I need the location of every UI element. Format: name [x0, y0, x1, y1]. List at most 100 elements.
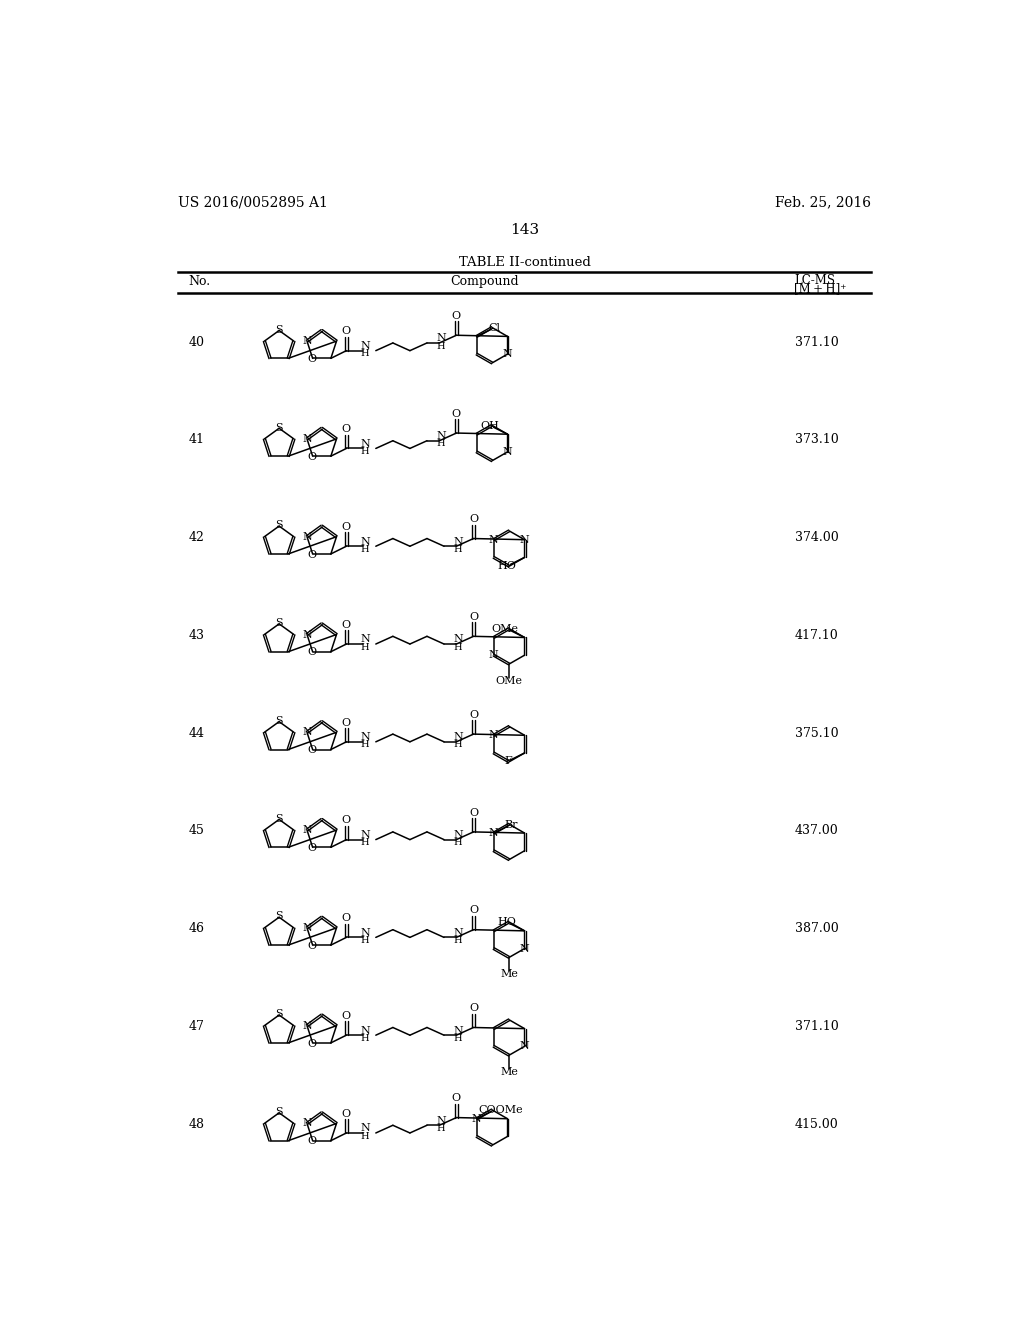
Text: N: N: [303, 825, 312, 836]
Text: Br: Br: [505, 820, 518, 829]
Text: O: O: [469, 612, 478, 622]
Text: O: O: [342, 326, 351, 337]
Text: H: H: [454, 1034, 462, 1043]
Text: N: N: [360, 928, 370, 937]
Text: 143: 143: [510, 223, 540, 238]
Text: N: N: [360, 341, 370, 351]
Text: O: O: [307, 549, 316, 560]
Text: N: N: [436, 334, 445, 343]
Text: N: N: [453, 1026, 463, 1036]
Text: H: H: [454, 838, 462, 847]
Text: 415.00: 415.00: [795, 1118, 839, 1131]
Text: N: N: [303, 630, 312, 639]
Text: O: O: [452, 1093, 461, 1104]
Text: N: N: [519, 1041, 529, 1051]
Text: 417.10: 417.10: [795, 628, 839, 642]
Text: N: N: [503, 447, 512, 457]
Text: N: N: [488, 730, 499, 741]
Text: H: H: [360, 1034, 370, 1043]
Text: HO: HO: [498, 917, 516, 928]
Text: OMe: OMe: [496, 676, 522, 686]
Text: H: H: [454, 643, 462, 652]
Text: OH: OH: [480, 421, 499, 430]
Text: N: N: [303, 1020, 312, 1031]
Text: O: O: [307, 941, 316, 950]
Text: N: N: [519, 535, 529, 545]
Text: N: N: [453, 830, 463, 840]
Text: H: H: [360, 1131, 370, 1140]
Text: O: O: [342, 913, 351, 923]
Text: H: H: [360, 936, 370, 945]
Text: N: N: [303, 532, 312, 541]
Text: 43: 43: [188, 628, 205, 642]
Text: No.: No.: [188, 276, 211, 289]
Text: N: N: [453, 635, 463, 644]
Text: N: N: [503, 348, 512, 359]
Text: Me: Me: [500, 1067, 518, 1077]
Text: OMe: OMe: [492, 624, 518, 634]
Text: S: S: [275, 912, 283, 921]
Text: Compound: Compound: [451, 276, 519, 289]
Text: N: N: [488, 535, 499, 545]
Text: H: H: [360, 545, 370, 554]
Text: N: N: [303, 1118, 312, 1129]
Text: O: O: [307, 648, 316, 657]
Text: O: O: [469, 906, 478, 916]
Text: 371.10: 371.10: [795, 335, 839, 348]
Text: H: H: [454, 741, 462, 750]
Text: N: N: [303, 434, 312, 444]
Text: N: N: [453, 733, 463, 742]
Text: O: O: [469, 1003, 478, 1014]
Text: H: H: [360, 447, 370, 455]
Text: H: H: [436, 342, 445, 351]
Text: H: H: [454, 545, 462, 554]
Text: 375.10: 375.10: [795, 727, 838, 739]
Text: S: S: [275, 618, 283, 628]
Text: S: S: [275, 422, 283, 433]
Text: O: O: [469, 515, 478, 524]
Text: S: S: [275, 813, 283, 824]
Text: N: N: [436, 432, 445, 441]
Text: H: H: [454, 936, 462, 945]
Text: O: O: [469, 710, 478, 719]
Text: Feb. 25, 2016: Feb. 25, 2016: [775, 195, 871, 210]
Text: N: N: [360, 1123, 370, 1134]
Text: O: O: [452, 312, 461, 321]
Text: 371.10: 371.10: [795, 1020, 839, 1034]
Text: H: H: [360, 643, 370, 652]
Text: 387.00: 387.00: [795, 923, 839, 936]
Text: N: N: [303, 337, 312, 346]
Text: 40: 40: [188, 335, 205, 348]
Text: O: O: [307, 843, 316, 853]
Text: 437.00: 437.00: [795, 825, 839, 837]
Text: N: N: [519, 944, 529, 953]
Text: 48: 48: [188, 1118, 205, 1131]
Text: Me: Me: [500, 969, 518, 979]
Text: N: N: [360, 733, 370, 742]
Text: F: F: [505, 756, 513, 767]
Text: O: O: [342, 424, 351, 434]
Text: O: O: [342, 521, 351, 532]
Text: Cl: Cl: [488, 323, 501, 333]
Text: TABLE II-continued: TABLE II-continued: [459, 256, 591, 269]
Text: 45: 45: [188, 825, 205, 837]
Text: LC-MS: LC-MS: [795, 275, 836, 286]
Text: S: S: [275, 1107, 283, 1117]
Text: O: O: [342, 1109, 351, 1119]
Text: N: N: [453, 928, 463, 937]
Text: 46: 46: [188, 923, 205, 936]
Text: O: O: [342, 620, 351, 630]
Text: N: N: [360, 635, 370, 644]
Text: 44: 44: [188, 727, 205, 739]
Text: 41: 41: [188, 433, 205, 446]
Text: N: N: [360, 830, 370, 840]
Text: N: N: [472, 1114, 481, 1123]
Text: H: H: [436, 1123, 445, 1133]
Text: N: N: [488, 651, 499, 660]
Text: 42: 42: [188, 531, 205, 544]
Text: O: O: [307, 746, 316, 755]
Text: O: O: [342, 816, 351, 825]
Text: N: N: [360, 1026, 370, 1036]
Text: N: N: [488, 828, 499, 838]
Text: N: N: [453, 537, 463, 546]
